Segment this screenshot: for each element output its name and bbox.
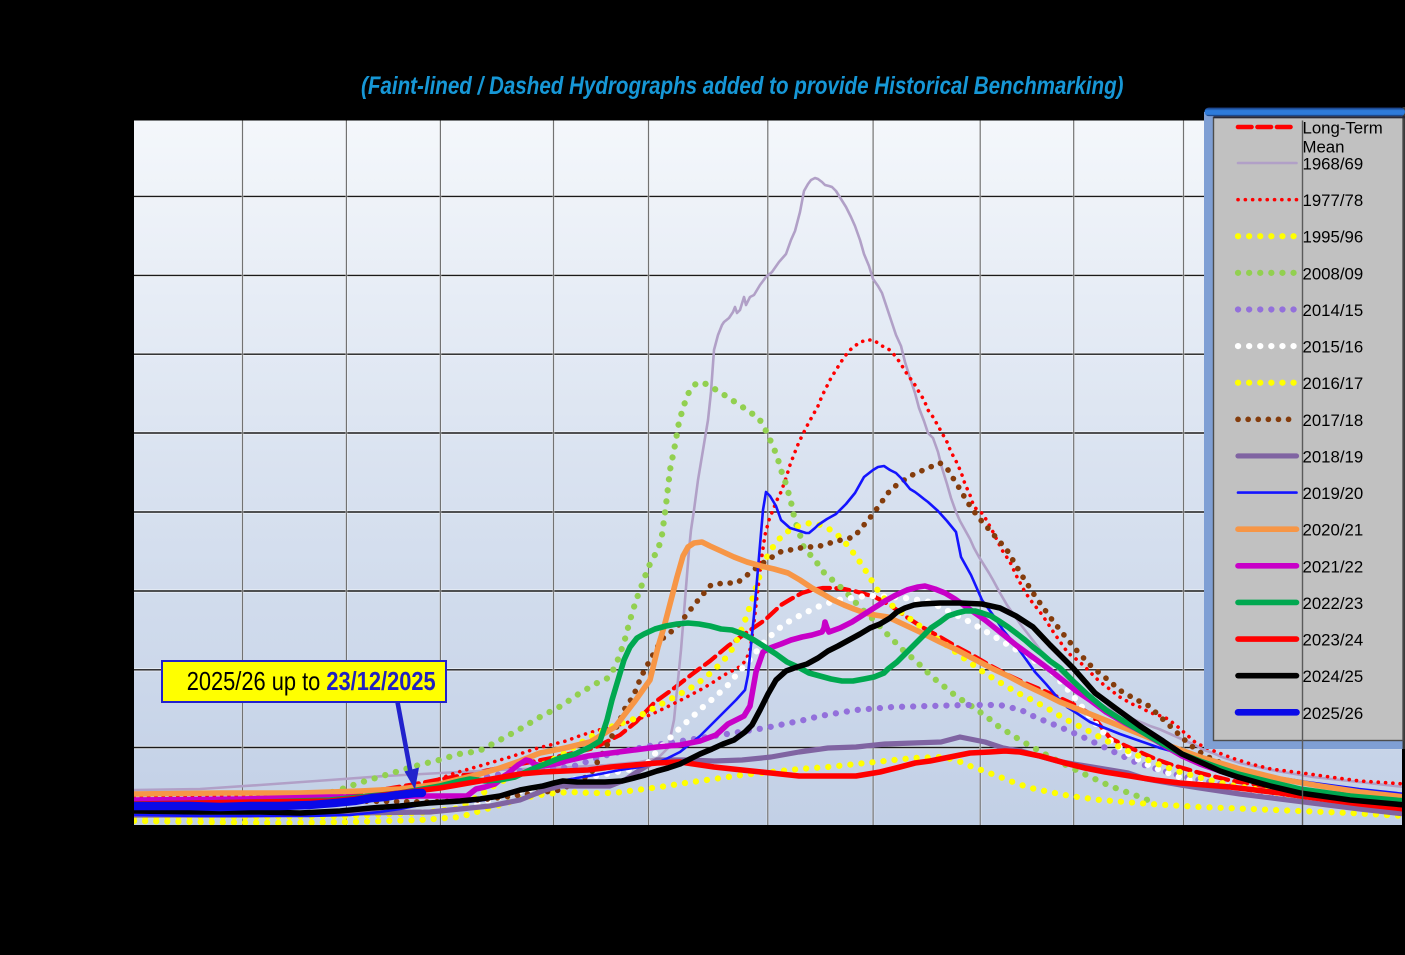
svg-text:2017/18: 2017/18	[1303, 411, 1364, 430]
svg-text:2015/16: 2015/16	[1303, 338, 1364, 357]
svg-text:2018/19: 2018/19	[1303, 447, 1364, 466]
svg-text:2008/09: 2008/09	[1303, 264, 1364, 283]
svg-text:Long-Term: Long-Term	[1303, 119, 1383, 138]
svg-text:2023/24: 2023/24	[1303, 631, 1364, 650]
svg-text:2019/20: 2019/20	[1303, 484, 1364, 503]
svg-text:2025/26: 2025/26	[1303, 704, 1364, 723]
svg-text:2024/25: 2024/25	[1303, 667, 1364, 686]
svg-text:2020/21: 2020/21	[1303, 521, 1364, 540]
svg-text:1995/96: 1995/96	[1303, 228, 1364, 247]
svg-text:1977/78: 1977/78	[1303, 191, 1364, 210]
svg-text:1968/69: 1968/69	[1303, 155, 1364, 174]
svg-text:2022/23: 2022/23	[1303, 594, 1364, 613]
svg-text:2021/22: 2021/22	[1303, 557, 1364, 576]
svg-text:Mean: Mean	[1303, 138, 1345, 157]
svg-text:2014/15: 2014/15	[1303, 301, 1364, 320]
svg-text:2016/17: 2016/17	[1303, 374, 1364, 393]
